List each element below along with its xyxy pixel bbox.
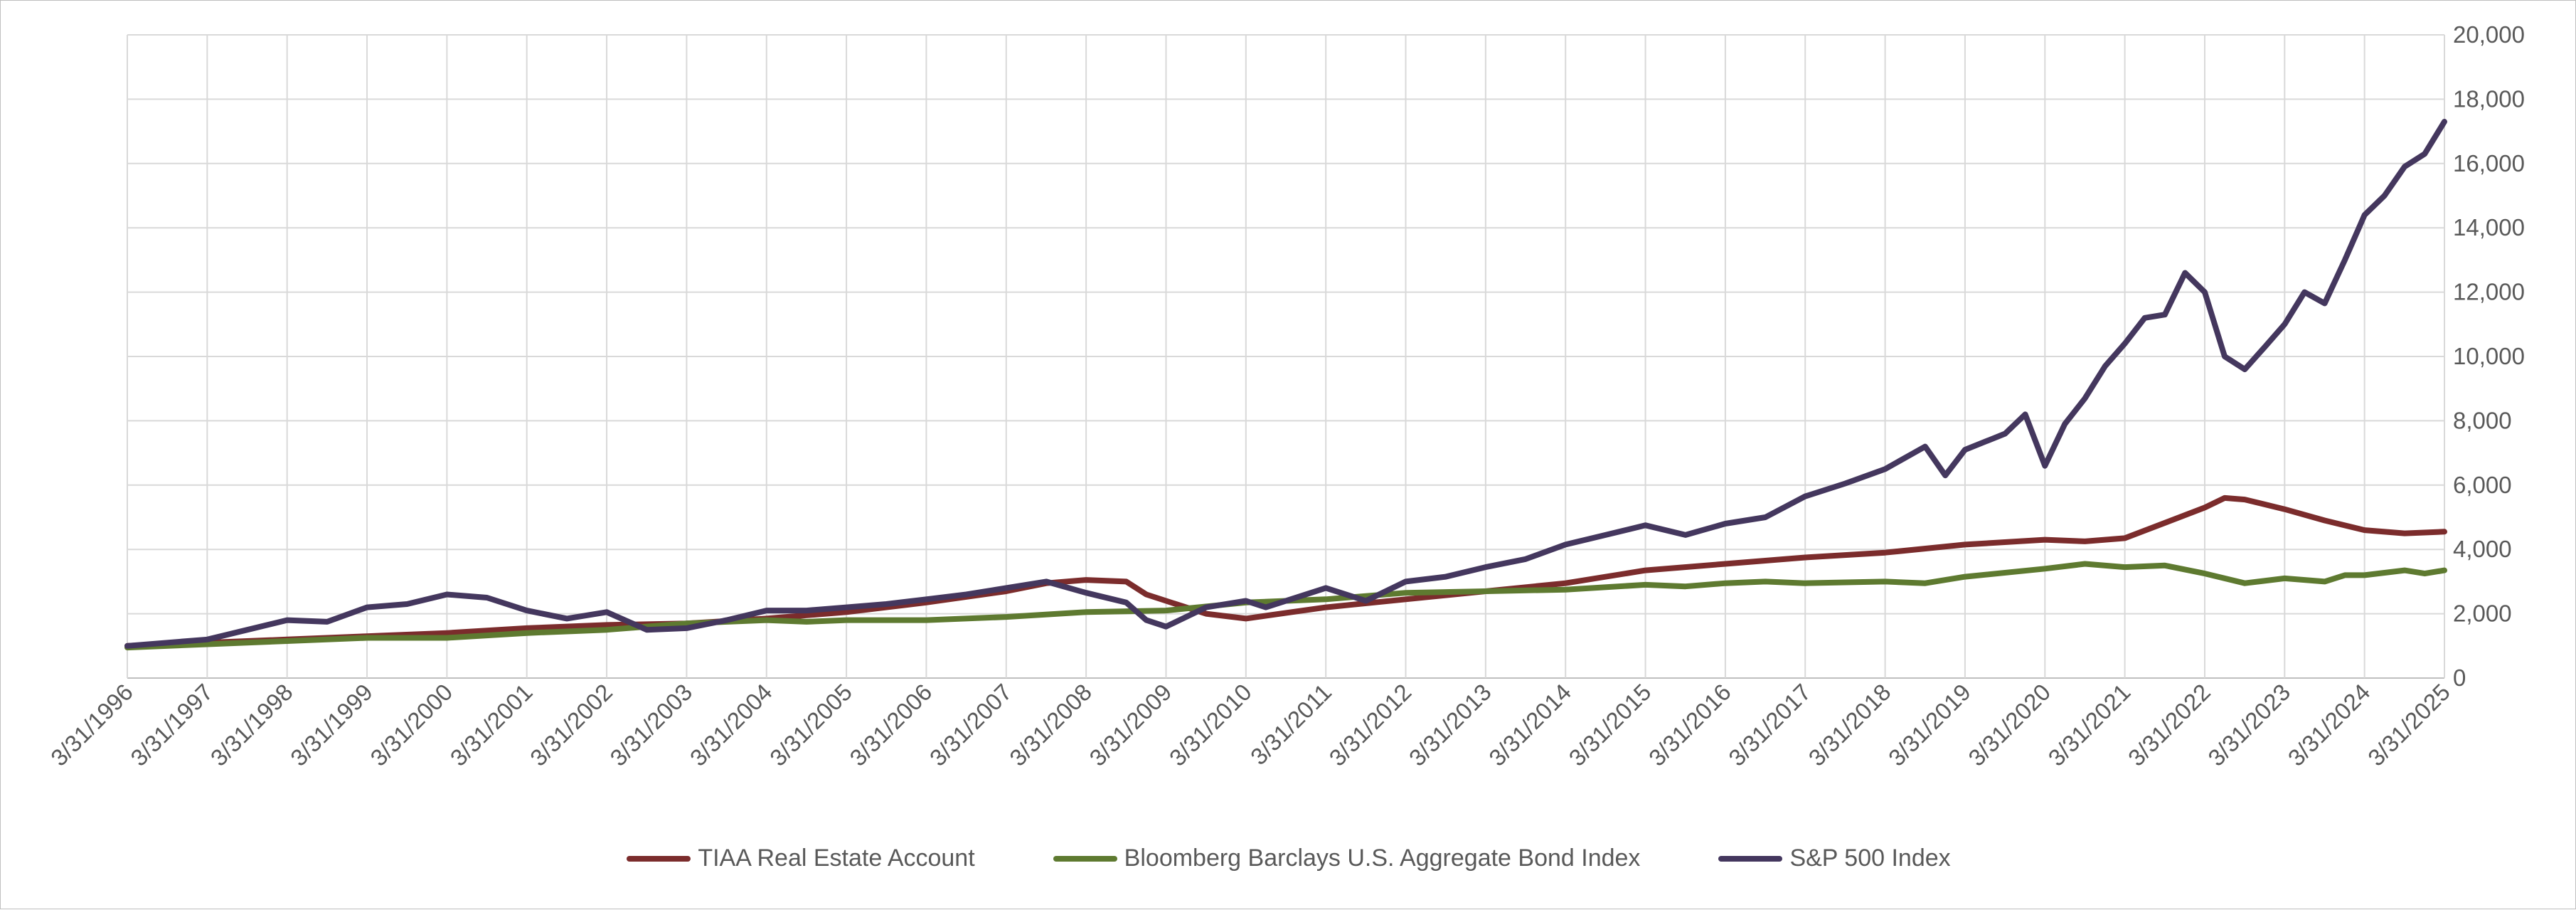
x-axis-ticks: 3/31/19963/31/19973/31/19983/31/19993/31… (46, 679, 2455, 771)
y-tick-label: 12,000 (2453, 279, 2525, 305)
legend: TIAA Real Estate Account Bloomberg Barcl… (1, 845, 2576, 872)
x-tick-label: 3/31/2011 (1245, 679, 1336, 770)
x-tick-label: 3/31/2006 (844, 679, 937, 771)
x-tick-label: 3/31/2002 (525, 679, 617, 771)
y-tick-label: 16,000 (2453, 150, 2525, 176)
legend-swatch-tiaa (627, 855, 691, 862)
series-lines (124, 119, 2447, 651)
x-tick-label: 3/31/2017 (1723, 679, 1816, 771)
y-tick-label: 20,000 (2453, 21, 2525, 48)
x-tick-label: 3/31/2014 (1484, 679, 1576, 771)
x-tick-label: 3/31/2007 (925, 679, 1017, 771)
x-tick-label: 3/31/2016 (1644, 679, 1736, 771)
x-tick-label: 3/31/2003 (605, 679, 697, 771)
legend-swatch-bond-index (1053, 855, 1117, 862)
y-tick-label: 2,000 (2453, 601, 2512, 627)
y-axis-ticks: 0 2,000 4,000 6,000 8,000 10,000 12,000 14,000 1… (2453, 21, 2525, 691)
y-tick-label: 10,000 (2453, 343, 2525, 369)
x-tick-label: 3/31/2008 (1004, 679, 1097, 771)
x-tick-label: 3/31/1997 (125, 679, 218, 771)
y-tick-label: 8,000 (2453, 407, 2512, 433)
x-tick-label: 3/31/2021 (2043, 679, 2136, 771)
series-line-1 (124, 561, 2447, 651)
legend-item-sp500: S&P 500 Index (1718, 845, 1951, 872)
y-tick-label: 4,000 (2453, 536, 2512, 562)
x-tick-label: 3/31/2018 (1804, 679, 1896, 771)
x-tick-label: 3/31/2020 (1963, 679, 2055, 771)
y-tick-label: 0 (2453, 665, 2466, 691)
x-tick-label: 3/31/2001 (445, 679, 538, 771)
x-tick-label: 3/31/2009 (1084, 679, 1176, 771)
legend-label-sp500: S&P 500 Index (1789, 845, 1951, 872)
x-tick-label: 3/31/2019 (1883, 679, 1976, 771)
series-line-2 (124, 119, 2447, 649)
series-line-0 (124, 494, 2447, 649)
y-tick-label: 14,000 (2453, 214, 2525, 240)
legend-item-tiaa: TIAA Real Estate Account (627, 845, 975, 872)
x-tick-label: 3/31/2005 (765, 679, 857, 771)
gridlines (127, 34, 2445, 679)
legend-item-bond-index: Bloomberg Barclays U.S. Aggregate Bond I… (1053, 845, 1641, 872)
x-tick-label: 3/31/1998 (206, 679, 298, 771)
x-tick-label: 3/31/1999 (285, 679, 378, 771)
x-tick-label: 3/31/2012 (1324, 679, 1416, 771)
x-tick-label: 3/31/2025 (2363, 679, 2455, 771)
x-tick-label: 3/31/1996 (46, 679, 138, 771)
x-tick-label: 3/31/2024 (2283, 679, 2375, 771)
x-tick-label: 3/31/2015 (1564, 679, 1656, 771)
x-tick-label: 3/31/2004 (685, 679, 777, 771)
legend-label-bond-index: Bloomberg Barclays U.S. Aggregate Bond I… (1124, 845, 1641, 872)
y-tick-label: 18,000 (2453, 85, 2525, 112)
x-tick-label: 3/31/2022 (2123, 679, 2215, 771)
legend-label-tiaa: TIAA Real Estate Account (698, 845, 975, 872)
x-tick-label: 3/31/2000 (365, 679, 457, 771)
y-tick-label: 6,000 (2453, 472, 2512, 498)
legend-swatch-sp500 (1718, 855, 1783, 862)
x-tick-label: 3/31/2013 (1404, 679, 1496, 771)
x-tick-label: 3/31/2023 (2203, 679, 2295, 771)
x-tick-label: 3/31/2010 (1164, 679, 1257, 771)
